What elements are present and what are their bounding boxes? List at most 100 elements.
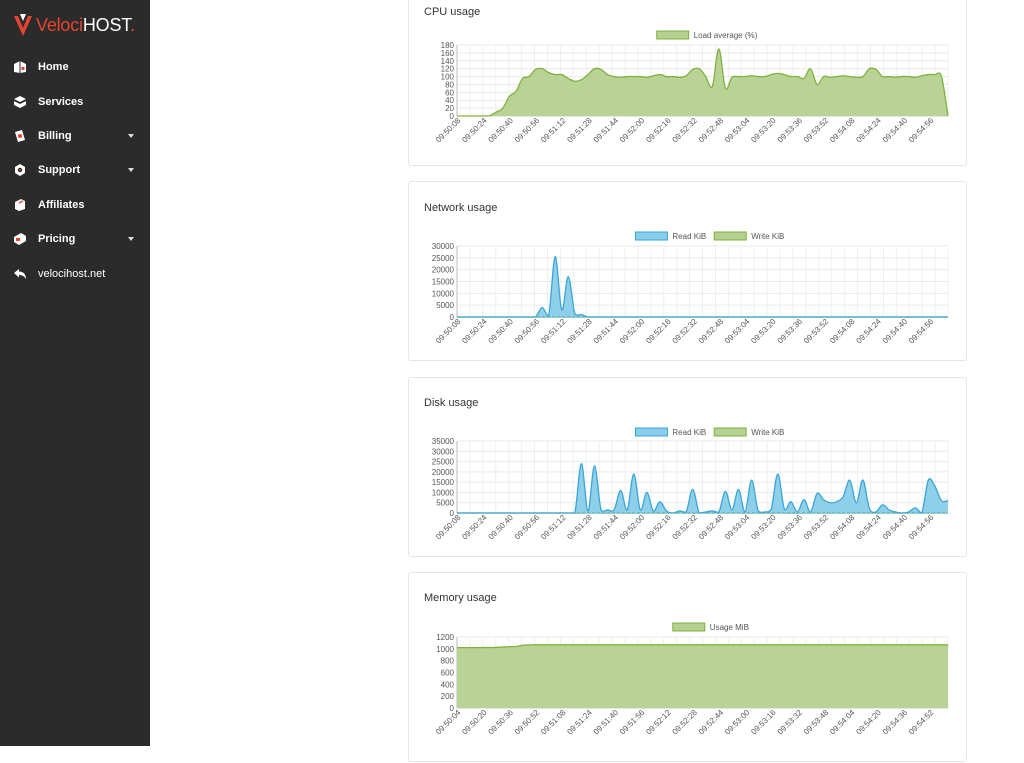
series-area-read-kib	[457, 256, 948, 317]
sidebar-item-services[interactable]: Services	[0, 84, 150, 118]
x-tick-label: 09:54:20	[854, 708, 883, 737]
sidebar-item-label: Billing	[38, 129, 72, 142]
x-tick-label: 09:52:00	[618, 513, 647, 542]
x-tick-label: 09:53:20	[749, 116, 778, 145]
x-tick-label: 09:50:56	[513, 317, 542, 346]
top-link-fragment[interactable]	[218, 0, 226, 3]
x-tick-label: 09:52:32	[671, 116, 700, 145]
chart-legend: Usage MiB	[672, 622, 749, 632]
sidebar-item-home[interactable]: Home	[0, 50, 150, 84]
x-tick-label: 09:54:40	[881, 317, 910, 346]
sidebar-item-affiliates[interactable]: Affiliates	[0, 188, 150, 222]
x-tick-label: 09:50:08	[434, 116, 463, 145]
y-tick-label: 400	[441, 680, 455, 689]
velocihost-logo-icon	[14, 14, 32, 36]
x-tick-label: 09:53:52	[802, 317, 831, 346]
brand-name-a: Veloci	[36, 14, 83, 35]
x-tick-label: 09:51:40	[592, 708, 621, 737]
x-tick-label: 09:53:04	[723, 116, 752, 145]
x-tick-label: 09:54:36	[881, 708, 910, 737]
legend-item[interactable]: Read KiB	[634, 231, 706, 241]
legend-item[interactable]: Write KiB	[713, 427, 784, 437]
cube-icon	[12, 94, 28, 110]
legend-label: Read KiB	[672, 428, 706, 437]
x-tick-label: 09:52:16	[644, 513, 673, 542]
x-tick-label: 09:50:40	[487, 513, 516, 542]
x-tick-label: 09:54:24	[854, 513, 883, 542]
x-tick-label: 09:51:28	[565, 116, 594, 145]
back-arrow-icon	[12, 266, 28, 282]
x-tick-label: 09:53:52	[802, 116, 831, 145]
x-tick-label: 09:51:56	[618, 708, 647, 737]
y-tick-label: 160	[441, 49, 455, 58]
x-tick-label: 09:52:48	[697, 513, 726, 542]
x-tick-label: 09:50:08	[434, 317, 463, 346]
x-tick-label: 09:53:16	[749, 708, 778, 737]
y-tick-label: 5000	[436, 499, 454, 508]
x-tick-label: 09:54:56	[907, 116, 936, 145]
x-tick-label: 09:54:52	[907, 708, 936, 737]
chart-legend: Read KiB Write KiB	[634, 427, 784, 437]
x-tick-label: 09:51:08	[539, 708, 568, 737]
x-tick-label: 09:51:12	[539, 513, 568, 542]
sidebar-item-billing[interactable]: Billing	[0, 119, 150, 153]
x-tick-label: 09:53:04	[723, 317, 752, 346]
y-tick-label: 30000	[432, 447, 455, 456]
y-tick-label: 35000	[432, 437, 455, 446]
series-area-usage-mib	[457, 644, 948, 708]
grid	[456, 245, 949, 318]
legend-swatch	[713, 427, 747, 437]
x-tick-label: 09:50:56	[513, 116, 542, 145]
x-tick-label: 09:53:48	[802, 708, 831, 737]
y-tick-label: 15000	[432, 478, 455, 487]
x-tick-label: 09:54:24	[854, 116, 883, 145]
sidebar-item-velocihost-net[interactable]: velocihost.net	[0, 256, 150, 290]
panel-title: Network usage	[424, 202, 498, 214]
sidebar-menu: Home Services Billing Support Affiliates Pric…	[0, 50, 150, 291]
brand-dot: .	[130, 14, 135, 35]
sidebar: VelociHOST. Home Services Billing Support Af…	[0, 0, 150, 746]
legend-item[interactable]: Usage MiB	[672, 622, 749, 632]
chart-legend: Load average (%)	[656, 30, 758, 40]
legend-swatch	[634, 231, 668, 241]
sidebar-item-pricing[interactable]: Pricing	[0, 222, 150, 256]
x-tick-label: 09:53:36	[776, 116, 805, 145]
x-tick-label: 09:54:08	[828, 317, 857, 346]
sidebar-item-label: Pricing	[38, 233, 76, 246]
x-tick-label: 09:52:12	[644, 708, 673, 737]
x-tick-label: 09:52:00	[618, 116, 647, 145]
y-tick-label: 20000	[432, 468, 455, 477]
legend-item[interactable]: Load average (%)	[656, 30, 758, 40]
x-tick-label: 09:50:04	[434, 708, 463, 737]
x-tick-label: 09:54:04	[828, 708, 857, 737]
x-tick-label: 09:50:40	[487, 317, 516, 346]
y-tick-label: 100	[441, 73, 455, 82]
x-tick-label: 09:53:36	[776, 513, 805, 542]
series-line-usage-mib	[457, 644, 948, 649]
legend-item[interactable]: Read KiB	[634, 427, 706, 437]
x-tick-label: 09:54:40	[881, 513, 910, 542]
legend-swatch	[656, 30, 690, 40]
x-tick-label: 09:50:08	[434, 513, 463, 542]
x-tick-label: 09:52:48	[697, 116, 726, 145]
x-tick-label: 09:51:28	[565, 513, 594, 542]
x-tick-label: 09:53:00	[723, 708, 752, 737]
x-tick-label: 09:50:56	[513, 513, 542, 542]
x-tick-label: 09:51:24	[565, 708, 594, 737]
chart-legend: Read KiB Write KiB	[634, 231, 784, 241]
x-tick-label: 09:52:32	[671, 317, 700, 346]
y-tick-label: 20	[445, 104, 454, 113]
brand-logo[interactable]: VelociHOST.	[12, 10, 135, 40]
y-tick-label: 180	[441, 41, 455, 50]
x-tick-label: 09:53:20	[749, 317, 778, 346]
series-area-read-kib	[457, 463, 948, 513]
network-usage-chart: 05000100001500020000250003000009:50:0809…	[432, 231, 949, 346]
x-tick-label: 09:54:08	[828, 116, 857, 145]
sidebar-item-support[interactable]: Support	[0, 153, 150, 187]
y-tick-label: 5000	[436, 301, 454, 310]
legend-item[interactable]: Write KiB	[713, 231, 784, 241]
memory-usage-chart: 02004006008001000120009:50:0409:50:2009:…	[434, 622, 949, 737]
support-icon	[12, 162, 28, 178]
legend-swatch	[672, 622, 706, 632]
x-tick-label: 09:54:56	[907, 513, 936, 542]
